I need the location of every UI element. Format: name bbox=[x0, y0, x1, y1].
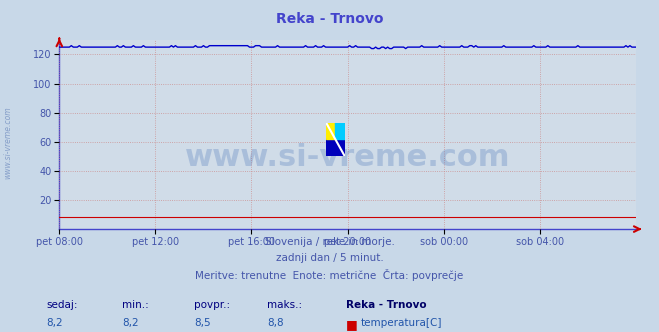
Text: povpr.:: povpr.: bbox=[194, 300, 231, 310]
Text: www.si-vreme.com: www.si-vreme.com bbox=[3, 107, 13, 179]
Text: 8,2: 8,2 bbox=[46, 318, 63, 328]
Text: Reka - Trnovo: Reka - Trnovo bbox=[346, 300, 426, 310]
Text: Slovenija / reke in morje.: Slovenija / reke in morje. bbox=[264, 237, 395, 247]
Text: 8,5: 8,5 bbox=[194, 318, 211, 328]
Text: 8,2: 8,2 bbox=[122, 318, 138, 328]
Text: min.:: min.: bbox=[122, 300, 149, 310]
Text: Reka - Trnovo: Reka - Trnovo bbox=[275, 12, 384, 26]
Polygon shape bbox=[326, 139, 345, 156]
Text: temperatura[C]: temperatura[C] bbox=[360, 318, 442, 328]
Text: 8,8: 8,8 bbox=[267, 318, 283, 328]
Text: Meritve: trenutne  Enote: metrične  Črta: povprečje: Meritve: trenutne Enote: metrične Črta: … bbox=[195, 269, 464, 281]
Text: sedaj:: sedaj: bbox=[46, 300, 78, 310]
Polygon shape bbox=[326, 123, 335, 139]
Text: maks.:: maks.: bbox=[267, 300, 302, 310]
Bar bbox=[326, 123, 335, 139]
Bar bbox=[335, 123, 345, 139]
Text: zadnji dan / 5 minut.: zadnji dan / 5 minut. bbox=[275, 253, 384, 263]
Text: ■: ■ bbox=[346, 318, 358, 331]
Text: www.si-vreme.com: www.si-vreme.com bbox=[185, 143, 510, 172]
Polygon shape bbox=[335, 123, 345, 139]
